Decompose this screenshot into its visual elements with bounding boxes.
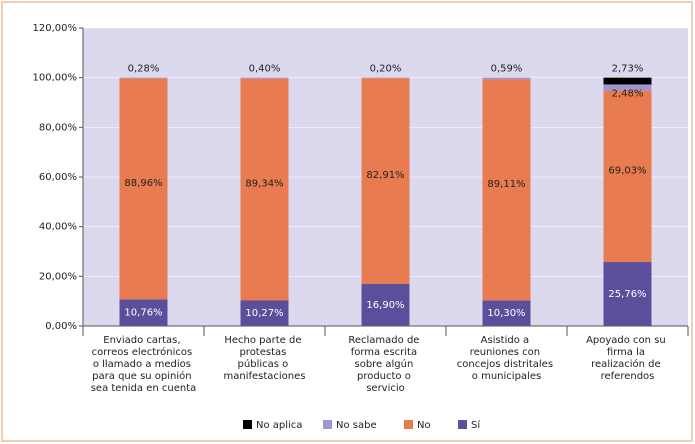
value-label: 82,91% [366,170,404,181]
bar-segment [119,299,168,326]
value-label: 2,48% [612,88,644,99]
bar-segment [603,90,652,263]
legend-label: No aplica [256,420,302,431]
value-label: 10,30% [487,308,525,319]
bar-segment [603,77,652,85]
bar-segment [119,77,168,79]
x-tick-label: Asistido a reuniones con concejos distri… [457,335,556,382]
x-tick-label: Enviado cartas, correos electrónicos o l… [91,335,197,394]
value-label: 2,73% [612,64,644,75]
bar-segment [603,262,652,326]
value-label: 0,40% [249,64,281,75]
value-label: 16,90% [366,300,404,311]
value-label: 10,76% [124,308,162,319]
y-tick-label: 40,00% [39,222,77,233]
legend-swatch [243,420,252,429]
legend-swatch [404,420,413,429]
bar-segment [240,77,289,79]
bar-segment [361,78,410,285]
y-tick-label: 20,00% [39,271,77,282]
x-tick-label: Hecho parte de protestas públicas o mani… [223,335,305,382]
y-tick-label: 120,00% [33,23,78,34]
y-tick-label: 80,00% [39,122,77,133]
x-tick-label: Apoyado con su firma la realización de r… [586,335,669,382]
legend-label: No sabe [336,420,377,431]
y-tick-label: 0,00% [45,321,77,332]
value-label: 69,03% [608,165,646,176]
bar-segment [482,79,531,301]
x-tick-label: Reclamado de forma escrita sobre algún p… [348,335,422,394]
bar-segment [119,78,168,300]
bar-segment [240,78,289,301]
value-label: 25,76% [608,289,646,300]
value-label: 0,20% [370,64,402,75]
legend-swatch [458,420,467,429]
y-tick-label: 100,00% [33,73,78,84]
bar-segment [240,300,289,326]
bar-segment [482,77,531,80]
value-label: 10,27% [245,308,283,319]
legend-label: Sí [471,419,481,431]
value-label: 89,11% [487,179,525,190]
value-label: 89,34% [245,179,283,190]
legend-label: No [417,420,431,431]
y-tick-label: 60,00% [39,172,77,183]
bar-segment [361,284,410,326]
value-label: 0,28% [128,64,160,75]
value-label: 88,96% [124,178,162,189]
legend-swatch [323,420,332,429]
bar-segment [603,84,652,91]
bar-segment [482,300,531,326]
value-label: 0,59% [491,64,523,75]
